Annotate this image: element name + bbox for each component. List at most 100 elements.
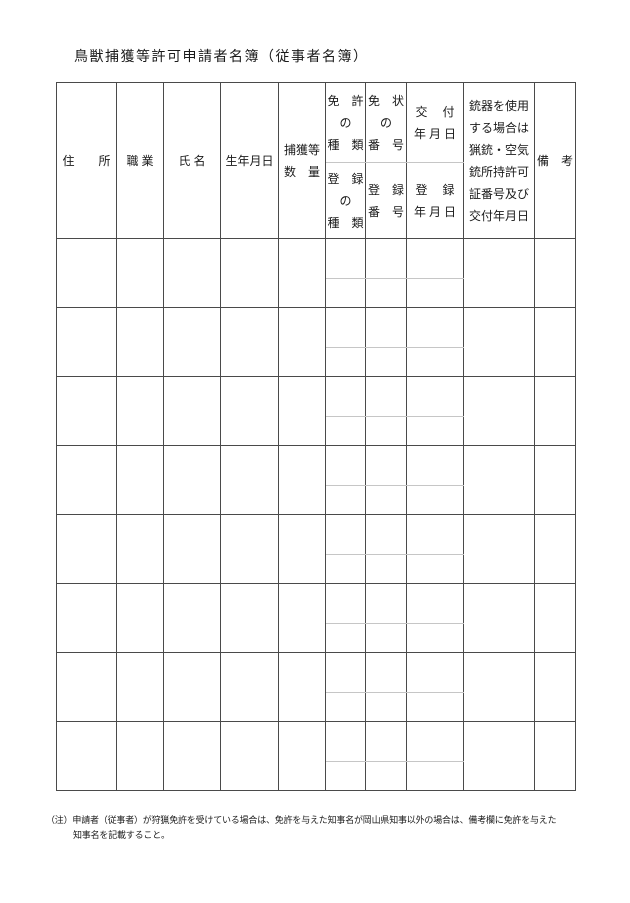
roster-cell — [56, 307, 117, 377]
roster-cell — [56, 514, 117, 584]
roster-cell — [220, 307, 279, 377]
roster-cell — [463, 376, 535, 446]
roster-row — [56, 721, 576, 791]
roster-cell — [163, 307, 221, 377]
roster-cell — [463, 514, 535, 584]
roster-cell — [220, 445, 279, 515]
roster-cell — [406, 238, 464, 279]
roster-body — [56, 238, 576, 791]
header-license-type: 免 許 の 種 類 — [325, 82, 366, 163]
roster-cell — [406, 278, 464, 308]
roster-cell — [365, 278, 407, 308]
roster-cell — [278, 721, 326, 791]
roster-cell — [365, 554, 407, 584]
roster-cell — [365, 623, 407, 653]
roster-cell — [325, 485, 366, 515]
roster-cell — [220, 238, 279, 308]
roster-cell — [365, 485, 407, 515]
roster-cell — [116, 721, 164, 791]
roster-cell — [365, 445, 407, 486]
roster-cell — [463, 652, 535, 722]
roster-cell — [534, 445, 576, 515]
roster-cell — [534, 514, 576, 584]
roster-row — [56, 652, 576, 722]
roster-cell — [365, 416, 407, 446]
roster-cell — [278, 445, 326, 515]
roster-cell — [406, 692, 464, 722]
roster-row — [56, 445, 576, 515]
roster-cell — [365, 376, 407, 417]
roster-cell — [325, 583, 366, 624]
roster-cell — [365, 238, 407, 279]
roster-cell — [325, 238, 366, 279]
roster-cell — [365, 347, 407, 377]
roster-row — [56, 514, 576, 584]
roster-cell — [406, 376, 464, 417]
roster-cell — [365, 583, 407, 624]
roster-cell — [116, 307, 164, 377]
roster-cell — [406, 307, 464, 348]
roster-cell — [116, 376, 164, 446]
roster-cell — [406, 485, 464, 515]
header-address: 住 所 — [56, 82, 117, 239]
roster-cell — [163, 514, 221, 584]
roster-cell — [406, 514, 464, 555]
roster-cell — [116, 238, 164, 308]
roster-cell — [163, 238, 221, 308]
roster-cell — [56, 238, 117, 308]
roster-subrow — [57, 623, 576, 653]
roster-cell — [116, 514, 164, 584]
header-name: 氏 名 — [163, 82, 221, 239]
header-remarks: 備 考 — [534, 82, 576, 239]
header-row-top: 住 所 職 業 氏 名 生年月日 捕獲等 数 量 免 許 の 種 類 免 状 の… — [56, 82, 576, 239]
roster-cell — [534, 238, 576, 308]
roster-cell — [534, 307, 576, 377]
roster-cell — [365, 761, 407, 791]
roster-cell — [278, 376, 326, 446]
roster-row — [56, 238, 576, 308]
roster-cell — [163, 583, 221, 653]
roster-cell — [463, 238, 535, 308]
roster-cell — [163, 721, 221, 791]
roster-row — [56, 583, 576, 653]
roster-cell — [325, 652, 366, 693]
roster-cell — [406, 652, 464, 693]
roster-cell — [325, 554, 366, 584]
header-registration-type: 登 録 の 種 類 — [325, 162, 366, 239]
roster-cell — [56, 445, 117, 515]
roster-cell — [325, 278, 366, 308]
header-issue-date: 交 付 年 月 日 — [406, 82, 464, 163]
footnote: （注）申請者（従事者）が狩猟免許を受けている場合は、免許を与えた知事名が岡山県知… — [46, 813, 591, 843]
roster-cell — [406, 554, 464, 584]
roster-cell — [220, 583, 279, 653]
roster-cell — [325, 416, 366, 446]
roster-cell — [463, 721, 535, 791]
roster-subrow — [57, 485, 576, 515]
roster-cell — [278, 307, 326, 377]
roster-cell — [325, 761, 366, 791]
roster-cell — [325, 721, 366, 762]
roster-cell — [406, 416, 464, 446]
header-registration-date: 登 録 年 月 日 — [406, 162, 464, 239]
roster-cell — [325, 692, 366, 722]
roster-cell — [163, 376, 221, 446]
roster-cell — [325, 514, 366, 555]
roster-header: 住 所 職 業 氏 名 生年月日 捕獲等 数 量 免 許 の 種 類 免 状 の… — [56, 82, 576, 239]
roster-subrow — [57, 416, 576, 446]
roster-cell — [220, 376, 279, 446]
roster-cell — [365, 721, 407, 762]
page-title: 鳥獣捕獲等許可申請者名簿（従事者名簿） — [74, 50, 369, 65]
header-firearm-info: 銃器を使用 する場合は 猟銃・空気 銃所持許可 証番号及び 交付年月日 — [463, 82, 535, 239]
roster-cell — [534, 376, 576, 446]
footnote-line2: 知事名を記載すること。 — [73, 830, 170, 840]
roster-cell — [463, 307, 535, 377]
roster-cell — [534, 652, 576, 722]
roster-cell — [325, 347, 366, 377]
roster-cell — [220, 721, 279, 791]
roster-row — [56, 307, 576, 377]
roster-cell — [56, 583, 117, 653]
roster-cell — [406, 623, 464, 653]
roster-cell — [278, 238, 326, 308]
roster-subrow — [57, 347, 576, 377]
